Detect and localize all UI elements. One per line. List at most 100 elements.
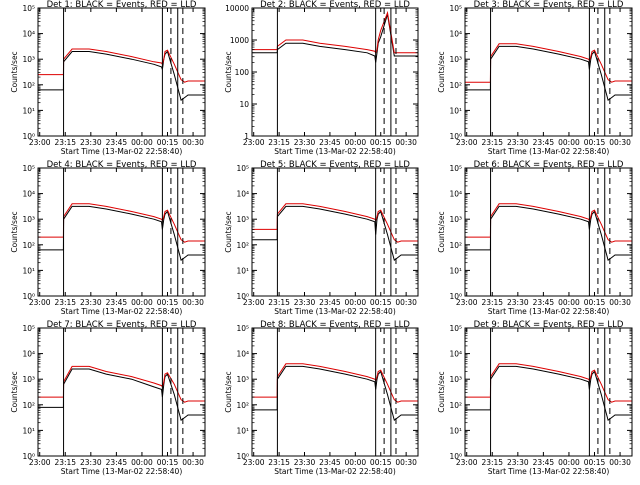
chart-panel-3: 23:00 23:15 23:30 23:45 00:00 00:15 00:30 10⁰ 10…: [437, 0, 633, 156]
y-tick-label: 10⁰: [236, 452, 249, 461]
series-line-lld: [465, 203, 632, 243]
x-tick-label: 23:15: [268, 458, 290, 467]
x-tick-label: 23:45: [319, 298, 341, 307]
plot-frame: [37, 167, 206, 297]
y-tick-label: 10²: [236, 241, 249, 250]
y-tick-label: 10³: [236, 375, 249, 384]
x-tick-label: 00:15: [157, 298, 179, 307]
x-tick-label: 00:30: [395, 138, 417, 147]
x-tick-label: 23:15: [481, 458, 503, 467]
y-tick-label: 10²: [449, 401, 462, 410]
chart-panel-2: 23:00 23:15 23:30 23:45 00:00 00:15 00:30 1 10 10…: [224, 0, 419, 156]
x-tick-label: 23:45: [533, 138, 555, 147]
x-tick-label: 23:45: [533, 298, 555, 307]
plot-frame: [37, 327, 206, 457]
x-tick-label: 23:45: [319, 138, 341, 147]
x-tick-label: 00:30: [609, 458, 631, 467]
y-tick-label: 10⁴: [236, 350, 249, 359]
x-tick-label: 00:00: [558, 298, 580, 307]
y-axis-label: Counts/sec: [437, 211, 446, 252]
x-tick-label: 00:15: [584, 458, 606, 467]
x-tick-label: 23:45: [106, 138, 128, 147]
y-tick-label: 10²: [449, 81, 462, 90]
x-tick-label: 00:00: [131, 458, 153, 467]
x-tick-label: 00:15: [370, 138, 392, 147]
x-axis-label: Start Time (13-Mar-02 22:58:40): [61, 147, 183, 156]
series-line-lld: [252, 10, 418, 54]
x-tick-label: 00:00: [558, 138, 580, 147]
x-tick-label: 23:30: [294, 298, 316, 307]
y-tick-label: 10⁵: [449, 164, 462, 173]
x-tick-label: 00:15: [370, 458, 392, 467]
y-tick-label: 1000: [230, 36, 249, 45]
x-tick-label: 23:15: [481, 298, 503, 307]
chart-panel-8: 23:00 23:15 23:30 23:45 00:00 00:15 00:30 10⁰ 10…: [224, 320, 419, 476]
y-tick-label: 10²: [22, 401, 35, 410]
x-tick-label: 23:15: [54, 138, 76, 147]
y-tick-label: 10¹: [22, 426, 35, 435]
x-axis-label: Start Time (13-Mar-02 22:58:40): [274, 147, 396, 156]
y-tick-label: 10³: [22, 215, 35, 224]
chart-panel-4: 23:00 23:15 23:30 23:45 00:00 00:15 00:30 10⁰ 10…: [10, 160, 206, 316]
y-axis-label: Counts/sec: [437, 51, 446, 92]
x-tick-label: 00:00: [131, 298, 153, 307]
y-tick-label: 100: [235, 68, 250, 77]
y-tick-label: 10⁰: [449, 452, 462, 461]
x-tick-label: 00:00: [131, 138, 153, 147]
x-tick-label: 23:15: [268, 298, 290, 307]
y-tick-label: 10⁵: [449, 4, 462, 13]
panel-title: Det 2: BLACK = Events, RED = LLD: [260, 0, 410, 10]
x-axis-label: Start Time (13-Mar-02 22:58:40): [61, 307, 183, 316]
chart-panel-6: 23:00 23:15 23:30 23:45 00:00 00:15 00:30 10⁰ 10…: [437, 160, 633, 316]
x-tick-label: 23:30: [80, 138, 102, 147]
y-tick-label: 10⁴: [449, 190, 462, 199]
x-tick-label: 00:00: [558, 458, 580, 467]
y-tick-label: 10⁵: [449, 324, 462, 333]
y-tick-label: 10⁰: [22, 452, 35, 461]
y-tick-label: 10⁵: [236, 324, 249, 333]
x-axis-label: Start Time (13-Mar-02 22:58:40): [274, 467, 396, 476]
y-tick-label: 10³: [236, 215, 249, 224]
y-tick-label: 10¹: [449, 426, 462, 435]
x-tick-label: 00:30: [182, 298, 204, 307]
x-tick-label: 23:45: [106, 458, 128, 467]
panel-title: Det 5: BLACK = Events, RED = LLD: [260, 160, 410, 170]
x-tick-label: 23:00: [456, 298, 478, 307]
x-tick-label: 23:15: [54, 458, 76, 467]
y-tick-label: 10³: [449, 215, 462, 224]
x-tick-label: 23:00: [29, 458, 51, 467]
x-tick-label: 23:30: [80, 298, 102, 307]
y-tick-label: 10⁴: [236, 190, 249, 199]
x-tick-label: 23:30: [507, 138, 529, 147]
panel-title: Det 4: BLACK = Events, RED = LLD: [47, 160, 197, 170]
x-tick-label: 23:30: [507, 298, 529, 307]
y-tick-label: 10¹: [449, 106, 462, 115]
x-axis-label: Start Time (13-Mar-02 22:58:40): [274, 307, 396, 316]
x-axis-label: Start Time (13-Mar-02 22:58:40): [488, 467, 610, 476]
y-tick-label: 10⁰: [22, 292, 35, 301]
x-tick-label: 23:15: [481, 138, 503, 147]
y-tick-label: 10¹: [22, 266, 35, 275]
y-tick-label: 10⁰: [449, 292, 462, 301]
y-tick-label: 10¹: [236, 266, 249, 275]
x-tick-label: 23:45: [533, 458, 555, 467]
panel-title: Det 9: BLACK = Events, RED = LLD: [474, 320, 624, 330]
x-tick-label: 23:00: [243, 298, 265, 307]
x-tick-label: 23:45: [106, 298, 128, 307]
series-line-events: [252, 14, 418, 63]
y-tick-label: 10²: [22, 241, 35, 250]
plot-frame: [464, 7, 633, 137]
x-tick-label: 23:00: [456, 138, 478, 147]
y-tick-label: 10⁴: [449, 30, 462, 39]
x-tick-label: 00:15: [370, 298, 392, 307]
y-tick-label: 10⁵: [22, 164, 35, 173]
y-axis-label: Counts/sec: [224, 51, 233, 92]
x-tick-label: 23:00: [29, 298, 51, 307]
x-axis-label: Start Time (13-Mar-02 22:58:40): [488, 147, 610, 156]
panel-title: Det 8: BLACK = Events, RED = LLD: [260, 320, 410, 330]
y-tick-label: 10⁴: [22, 350, 35, 359]
x-tick-label: 00:30: [395, 298, 417, 307]
y-axis-label: Counts/sec: [437, 371, 446, 412]
